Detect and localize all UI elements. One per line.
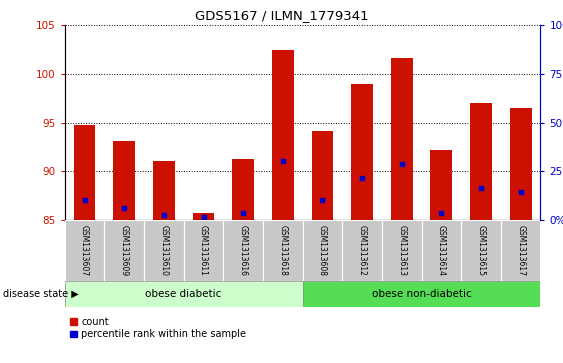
Bar	[501, 220, 540, 281]
Point	[278, 158, 287, 164]
Bar	[303, 220, 342, 281]
Point	[80, 197, 89, 203]
Text: GSM1313614: GSM1313614	[437, 225, 446, 276]
Point	[159, 212, 168, 218]
Text: GSM1313608: GSM1313608	[318, 225, 327, 276]
Point	[239, 210, 248, 216]
Text: obese non-diabetic: obese non-diabetic	[372, 289, 471, 299]
Bar	[272, 50, 294, 220]
Bar	[144, 220, 184, 281]
Point	[358, 175, 367, 181]
Bar	[153, 161, 175, 220]
Bar	[233, 159, 254, 220]
Text: GSM1313612: GSM1313612	[358, 225, 367, 276]
Point	[318, 197, 327, 203]
Bar	[342, 220, 382, 281]
Text: GSM1313611: GSM1313611	[199, 225, 208, 276]
Bar	[391, 58, 413, 220]
Bar	[184, 220, 224, 281]
Point	[120, 205, 129, 211]
Bar	[193, 213, 215, 220]
Text: obese diabetic: obese diabetic	[145, 289, 222, 299]
Text: GSM1313613: GSM1313613	[397, 225, 406, 276]
Text: GSM1313617: GSM1313617	[516, 225, 525, 276]
Bar	[311, 131, 333, 220]
Bar	[422, 220, 461, 281]
Text: GSM1313610: GSM1313610	[159, 225, 168, 276]
Text: GSM1313618: GSM1313618	[278, 225, 287, 276]
Bar	[65, 220, 104, 281]
Text: GSM1313607: GSM1313607	[80, 225, 89, 276]
Text: GSM1313616: GSM1313616	[239, 225, 248, 276]
Point	[199, 214, 208, 220]
Bar	[65, 281, 303, 307]
Bar	[113, 141, 135, 220]
Bar	[431, 150, 452, 220]
Bar	[510, 108, 531, 220]
Point	[476, 185, 485, 191]
Bar	[224, 220, 263, 281]
Text: GSM1313609: GSM1313609	[120, 225, 129, 276]
Text: GDS5167 / ILMN_1779341: GDS5167 / ILMN_1779341	[195, 9, 368, 22]
Point	[516, 189, 525, 195]
Bar	[303, 281, 540, 307]
Bar	[74, 126, 96, 220]
Legend: count, percentile rank within the sample: count, percentile rank within the sample	[70, 317, 246, 339]
Bar	[382, 220, 422, 281]
Bar	[470, 103, 492, 220]
Bar	[351, 83, 373, 220]
Point	[437, 210, 446, 216]
Bar	[263, 220, 303, 281]
Bar	[104, 220, 144, 281]
Point	[397, 162, 406, 167]
Bar	[461, 220, 501, 281]
Text: disease state ▶: disease state ▶	[3, 289, 79, 299]
Text: GSM1313615: GSM1313615	[476, 225, 485, 276]
